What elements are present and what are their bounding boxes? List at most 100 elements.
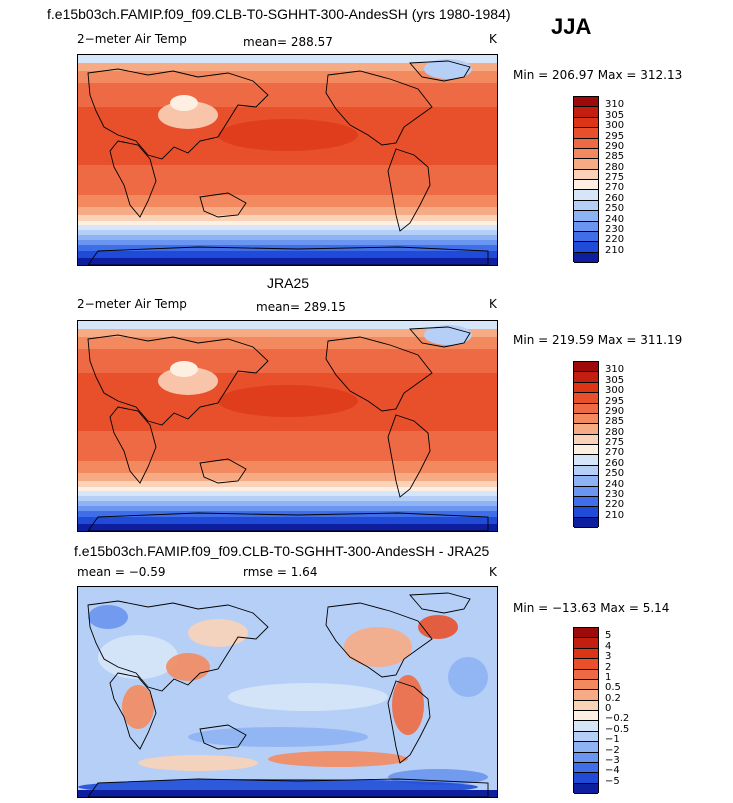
colorbar-swatch xyxy=(574,455,598,466)
colorbar-box xyxy=(573,627,599,794)
colorbar-swatch xyxy=(574,97,598,108)
colorbar-tick-label: 300 xyxy=(605,385,625,397)
colorbar-swatch xyxy=(574,434,598,445)
colorbar-swatch xyxy=(574,231,598,243)
colorbar-swatch xyxy=(574,148,598,160)
colorbar-tick-label: 4 xyxy=(605,640,612,652)
colorbar-tick-label: −0.2 xyxy=(605,713,630,725)
colorbar-tick-label: 280 xyxy=(605,426,625,438)
colorbar-tick-label: 300 xyxy=(605,120,625,132)
colorbar-swatch xyxy=(574,107,598,118)
colorbar-tick-label: 260 xyxy=(605,192,625,204)
colorbar-swatch xyxy=(574,721,598,732)
panel-3-rmse: rmse = 1.64 xyxy=(243,565,318,579)
panel-3-colorbar: 5 4 3 2 1 0.5 0.2 0 −0.2 −0.5 −1 −2 −3 −4 −5 xyxy=(573,627,629,794)
panel-1-field-label: 2−meter Air Temp xyxy=(77,32,187,46)
colorbar-tick-label: 250 xyxy=(605,468,625,480)
colorbar-tick-label: 230 xyxy=(605,488,625,500)
colorbar-swatch xyxy=(574,711,598,722)
colorbar-swatch xyxy=(574,517,598,528)
panel-2-field-label: 2−meter Air Temp xyxy=(77,297,187,311)
colorbar-swatch xyxy=(574,659,598,670)
panel-2-colorbar: 310 305 300 295 290 285 280 275 270 260 250 240 230 2… xyxy=(573,361,624,528)
colorbar-swatch xyxy=(574,628,598,639)
colorbar-swatch xyxy=(574,393,598,404)
colorbar-tick-label: 5 xyxy=(605,630,612,642)
colorbar-tick-label: 310 xyxy=(605,364,625,376)
colorbar-tick-label: 240 xyxy=(605,478,625,490)
colorbar-swatch xyxy=(574,762,598,774)
colorbar-tick-label: 305 xyxy=(605,374,625,386)
colorbar-swatch xyxy=(574,507,598,518)
panel-2-units: K xyxy=(489,297,497,311)
colorbar-swatch xyxy=(574,638,598,649)
panel-3-units: K xyxy=(489,565,497,579)
colorbar-swatch xyxy=(574,252,598,263)
colorbar-swatch xyxy=(574,679,598,691)
panel-1-minmax: Min = 206.97 Max = 312.13 xyxy=(513,68,683,82)
colorbar-tick-label: 220 xyxy=(605,499,625,511)
colorbar-tick-label: 290 xyxy=(605,140,625,152)
colorbar-tick-label: 240 xyxy=(605,213,625,225)
panel-2-map xyxy=(77,320,498,532)
colorbar-tick-label: −3 xyxy=(605,754,620,766)
panel-3-map xyxy=(77,586,498,798)
colorbar-tick-label: 310 xyxy=(605,99,625,111)
colorbar-swatch xyxy=(574,783,598,794)
panel-2-map-image xyxy=(78,321,497,531)
colorbar-swatch xyxy=(574,496,598,508)
colorbar-tick-label: 210 xyxy=(605,244,625,256)
panel-2-title: JRA25 xyxy=(267,275,310,291)
colorbar-tick-label: 260 xyxy=(605,457,625,469)
colorbar-tick-label: 285 xyxy=(605,416,625,428)
panel-1-map xyxy=(77,54,498,266)
colorbar-swatch xyxy=(574,117,598,129)
colorbar-swatch xyxy=(574,362,598,373)
colorbar-swatch xyxy=(574,242,598,253)
colorbar-swatch xyxy=(574,159,598,170)
colorbar-swatch xyxy=(574,731,598,743)
colorbar-swatch xyxy=(574,169,598,180)
panel-1-mean: mean= 288.57 xyxy=(243,35,333,49)
colorbar-tick-label: 295 xyxy=(605,395,625,407)
colorbar-swatch xyxy=(574,200,598,212)
colorbar-tick-label: 0.2 xyxy=(605,692,621,704)
colorbar-tick-label: 220 xyxy=(605,234,625,246)
panel-1-map-image xyxy=(78,55,497,265)
colorbar-tick-label: −2 xyxy=(605,744,620,756)
colorbar-tick-label: 295 xyxy=(605,130,625,142)
colorbar-swatch xyxy=(574,138,598,149)
colorbar-tick-label: 270 xyxy=(605,182,625,194)
panel-1-units: K xyxy=(489,32,497,46)
colorbar-tick-label: 305 xyxy=(605,109,625,121)
colorbar-tick-label: 2 xyxy=(605,661,612,673)
colorbar-swatch xyxy=(574,372,598,383)
colorbar-swatch xyxy=(574,211,598,222)
colorbar-swatch xyxy=(574,403,598,414)
colorbar-swatch xyxy=(574,180,598,191)
colorbar-tick-label: 280 xyxy=(605,161,625,173)
colorbar-tick-label: −4 xyxy=(605,765,620,777)
colorbar-tick-label: 285 xyxy=(605,151,625,163)
colorbar-tick-label: 270 xyxy=(605,447,625,459)
colorbar-tick-label: 0.5 xyxy=(605,682,621,694)
colorbar-box xyxy=(573,96,599,263)
colorbar-box xyxy=(573,361,599,528)
colorbar-tick-label: 0 xyxy=(605,703,612,714)
colorbar-tick-label: 210 xyxy=(605,509,625,521)
colorbar-tick-label: −0.5 xyxy=(605,723,630,735)
colorbar-tick-label: −1 xyxy=(605,734,620,746)
colorbar-swatch xyxy=(574,413,598,425)
colorbar-tick-label: 3 xyxy=(605,651,612,663)
colorbar-tick-label: 290 xyxy=(605,405,625,417)
season-label: JJA xyxy=(551,14,592,39)
colorbar-swatch xyxy=(574,742,598,753)
colorbar-tick-label: 275 xyxy=(605,437,625,448)
colorbar-swatch xyxy=(574,445,598,456)
colorbar-swatch xyxy=(574,773,598,784)
colorbar-swatch xyxy=(574,486,598,497)
colorbar-tick-label: −5 xyxy=(605,775,620,787)
panel-2-mean: mean= 289.15 xyxy=(256,300,346,314)
panel-3-mean: mean = −0.59 xyxy=(77,565,166,579)
panel-1-colorbar: 310 305 300 295 290 285 280 275 270 260 250 240 230 2… xyxy=(573,96,624,263)
